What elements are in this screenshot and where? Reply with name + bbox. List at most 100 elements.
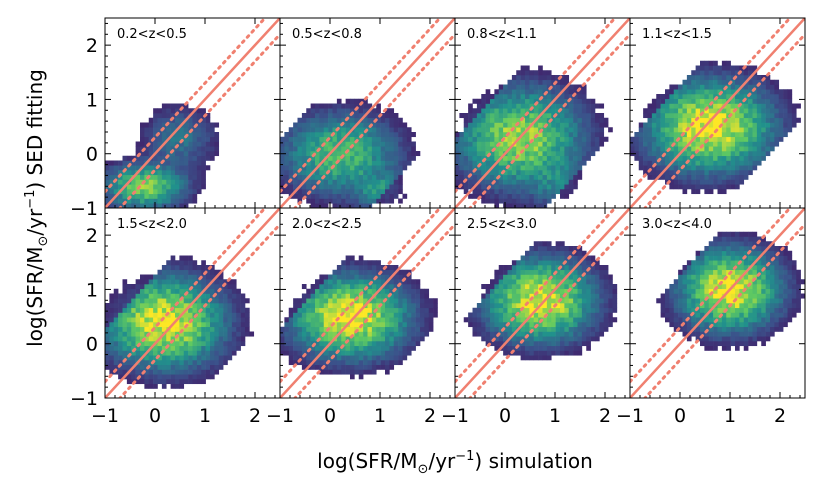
density-cell xyxy=(402,136,408,142)
density-cell xyxy=(161,122,167,128)
density-cell xyxy=(402,151,408,157)
density-cell xyxy=(520,65,526,71)
density-cell xyxy=(336,293,342,299)
density-cell xyxy=(157,307,163,313)
density-cell xyxy=(205,312,211,318)
density-cell xyxy=(761,141,766,147)
density-cell xyxy=(682,117,688,123)
density-cell xyxy=(144,170,150,176)
density-cell xyxy=(157,189,163,195)
density-cell xyxy=(651,146,657,152)
density-cell xyxy=(560,165,565,171)
density-cell xyxy=(708,89,714,95)
density-cell xyxy=(433,307,438,313)
density-cell xyxy=(752,132,758,138)
density-cell xyxy=(367,146,373,152)
density-cell xyxy=(612,307,618,313)
density-cell xyxy=(599,326,605,332)
density-cell xyxy=(345,350,351,356)
density-cell xyxy=(503,303,508,309)
density-cell xyxy=(682,155,688,161)
density-cell xyxy=(315,132,320,138)
density-cell xyxy=(494,336,500,342)
density-cell xyxy=(490,317,495,323)
density-cell xyxy=(402,132,408,138)
density-cell xyxy=(196,355,202,361)
density-cell xyxy=(651,117,657,123)
density-cell xyxy=(380,117,386,123)
density-cell xyxy=(503,122,508,128)
density-cell xyxy=(363,122,368,128)
density-cell xyxy=(341,341,346,347)
density-cell xyxy=(525,198,530,204)
offset-line xyxy=(117,222,280,398)
density-cell xyxy=(700,70,705,76)
density-cell xyxy=(188,326,193,332)
density-cell xyxy=(713,108,718,114)
density-cell xyxy=(161,374,167,380)
density-cell xyxy=(682,122,688,128)
density-cell xyxy=(568,341,574,347)
density-cell xyxy=(319,298,325,304)
density-cell xyxy=(415,284,421,290)
density-cell xyxy=(293,127,298,133)
density-cell xyxy=(301,360,307,366)
x-tick-label: −1 xyxy=(266,405,294,427)
density-cell xyxy=(183,198,189,204)
density-cell xyxy=(210,317,215,323)
density-cell xyxy=(573,98,578,104)
density-cell xyxy=(236,326,241,332)
density-cell xyxy=(735,165,740,171)
density-cell xyxy=(686,265,692,271)
density-cell xyxy=(695,84,701,90)
density-cell xyxy=(389,279,395,285)
density-cell xyxy=(533,350,539,356)
density-cell xyxy=(700,136,705,142)
density-cell xyxy=(490,170,495,176)
density-cell xyxy=(288,151,294,157)
density-cell xyxy=(183,170,189,176)
panel-density xyxy=(455,18,630,208)
density-cell xyxy=(774,79,780,85)
density-cell xyxy=(166,179,171,185)
density-cell xyxy=(245,317,250,323)
density-cell xyxy=(345,331,351,337)
density-cell xyxy=(135,350,141,356)
density-cell xyxy=(284,331,290,337)
density-cell xyxy=(581,298,587,304)
density-cell xyxy=(765,84,771,90)
density-cell xyxy=(498,84,504,90)
density-cell xyxy=(406,151,412,157)
density-cell xyxy=(564,94,570,100)
density-cell xyxy=(577,288,583,294)
density-cell xyxy=(385,165,390,171)
density-cell xyxy=(376,331,381,337)
density-cell xyxy=(586,341,591,347)
density-cell xyxy=(791,122,797,128)
density-cell xyxy=(188,284,193,290)
density-cell xyxy=(393,322,399,328)
density-cell xyxy=(665,312,670,318)
density-cell xyxy=(201,260,206,266)
density-cell xyxy=(472,312,478,318)
density-cell xyxy=(332,141,338,147)
density-cell xyxy=(393,146,399,152)
density-cell xyxy=(402,298,408,304)
density-cell xyxy=(118,369,123,375)
density-cell xyxy=(555,274,561,280)
density-cell xyxy=(315,331,320,337)
density-cell xyxy=(678,312,683,318)
density-cell xyxy=(140,155,145,161)
density-cell xyxy=(516,170,521,176)
density-cell xyxy=(367,193,373,199)
density-cell xyxy=(564,279,570,285)
density-cell xyxy=(126,355,132,361)
density-cell xyxy=(380,113,386,119)
density-cell xyxy=(765,132,771,138)
x-tick-label: 1 xyxy=(199,405,211,427)
density-cell xyxy=(730,117,736,123)
density-cell xyxy=(380,165,386,171)
density-cell xyxy=(713,184,718,190)
density-cell xyxy=(210,355,215,361)
density-cell xyxy=(157,369,163,375)
